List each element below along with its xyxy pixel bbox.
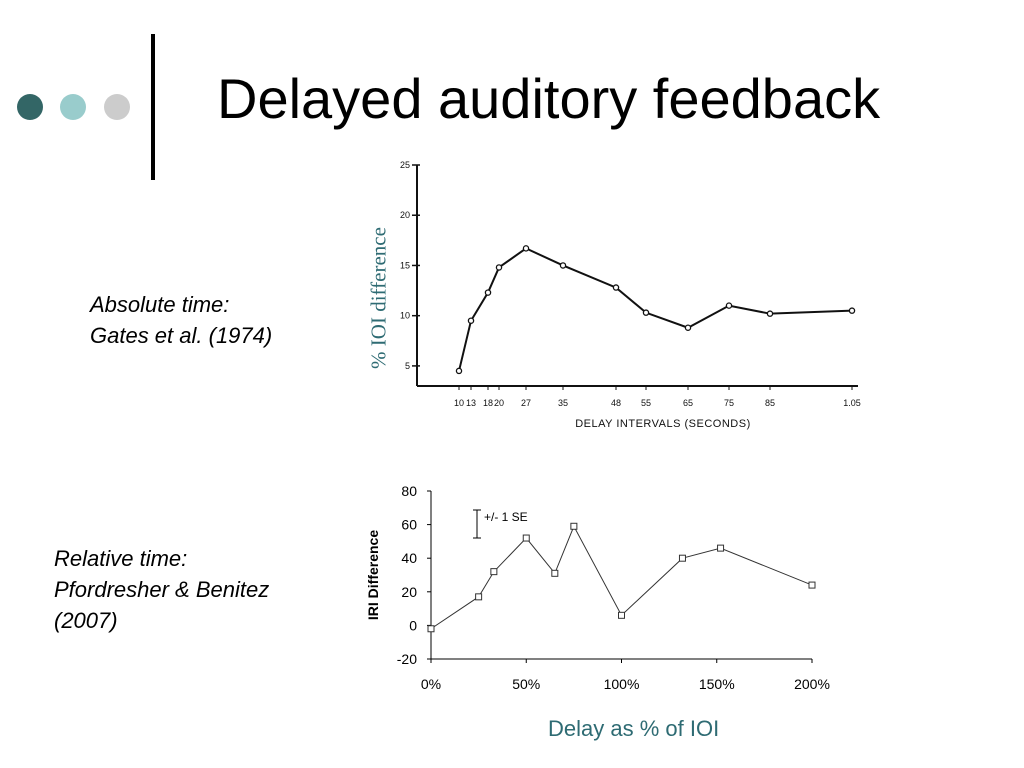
caption-absolute-time: Absolute time: Gates et al. (1974)	[90, 289, 272, 351]
chart2-se-annotation: +/- 1 SE	[484, 510, 528, 524]
chart2-point	[522, 534, 530, 542]
chart1-y-tick-label: 15	[400, 260, 410, 270]
chart2-x-tick-label: 200%	[794, 676, 830, 692]
chart1-x-tick-label: 35	[558, 398, 568, 408]
chart1-point	[522, 245, 530, 252]
chart1-x-tick-label: 48	[611, 398, 621, 408]
chart2-y-tick-label: 60	[401, 517, 417, 533]
chart1-y-tick-label: 20	[400, 210, 410, 220]
title-divider	[151, 34, 155, 180]
bullet-dot-light	[60, 94, 86, 120]
chart2-x-tick-label: 50%	[512, 676, 540, 692]
caption-line: Gates et al. (1974)	[90, 323, 273, 348]
chart2-series-line	[430, 525, 813, 630]
chart1-point	[484, 289, 492, 296]
chart2-point	[427, 625, 435, 633]
chart2-y-tick-label: 80	[401, 483, 417, 499]
chart1-x-tick-label: 27	[521, 398, 531, 408]
chart1-x-tick-label: 55	[641, 398, 651, 408]
chart2-x-tick-label: 0%	[421, 676, 441, 692]
chart1-point	[467, 317, 475, 324]
chart2-point	[475, 593, 483, 601]
chart1-point	[455, 367, 463, 375]
chart1-point	[559, 262, 567, 269]
chart1-point	[725, 302, 733, 309]
chart2-relative-time: -20 0 20 40 60 80 0% 50% 100% 150% 200% IRI Differe…	[365, 483, 830, 692]
chart2-y-tick-label: -20	[397, 651, 417, 667]
chart1-x-tick-label: 18	[483, 398, 493, 408]
caption-line: Pfordresher & Benitez	[54, 577, 270, 602]
chart2-point	[808, 581, 816, 589]
bullet-dot-dark	[17, 94, 43, 120]
chart2-y-tick-label: 40	[401, 550, 417, 566]
chart1-x-tick-label: 1.05	[843, 398, 861, 408]
chart2-y-tick-label: 20	[401, 584, 417, 600]
chart1-x-tick-label: 75	[724, 398, 734, 408]
chart2-xlabel-overlay: Delay as % of IOI	[548, 716, 720, 741]
chart1-point	[684, 324, 692, 331]
chart1-series-line	[458, 247, 853, 372]
chart1-x-tick-label: 65	[683, 398, 693, 408]
chart2-point	[678, 554, 686, 562]
caption-relative-time: Relative time: Pfordresher & Benitez (20…	[54, 543, 269, 636]
chart2-point	[551, 569, 559, 577]
chart1-y-tick-label: 5	[405, 361, 410, 371]
chart1-x-tick-label: 85	[765, 398, 775, 408]
chart1-point	[848, 307, 856, 314]
caption-line: Relative time:	[54, 546, 188, 571]
chart2-point	[717, 544, 725, 552]
bullet-dot-grey	[104, 94, 130, 120]
chart2-point	[490, 568, 498, 576]
slide-title: Delayed auditory feedback	[217, 67, 881, 130]
chart1-y-tick-label: 10	[400, 311, 410, 321]
chart1-x-axis-title: DELAY INTERVALS (SECONDS)	[575, 418, 751, 430]
chart1-x-tick-label: 13	[466, 398, 476, 408]
caption-line: Absolute time:	[90, 292, 230, 317]
chart2-point	[618, 611, 625, 619]
chart1-point	[642, 309, 650, 316]
caption-line: (2007)	[54, 608, 118, 633]
chart2-x-tick-label: 100%	[604, 676, 640, 692]
chart1-y-tick-label: 25	[400, 160, 410, 170]
chart1-x-tick-label: 20	[494, 398, 504, 408]
chart2-y-axis-title: IRI Difference	[365, 530, 381, 620]
chart1-point	[766, 310, 774, 317]
chart1-point	[612, 284, 620, 291]
chart2-y-tick-label: 0	[409, 617, 417, 633]
chart1-point	[495, 264, 503, 271]
chart1-x-tick-label: 10	[454, 398, 464, 408]
chart2-x-tick-label: 150%	[699, 676, 735, 692]
chart2-point	[570, 522, 578, 530]
